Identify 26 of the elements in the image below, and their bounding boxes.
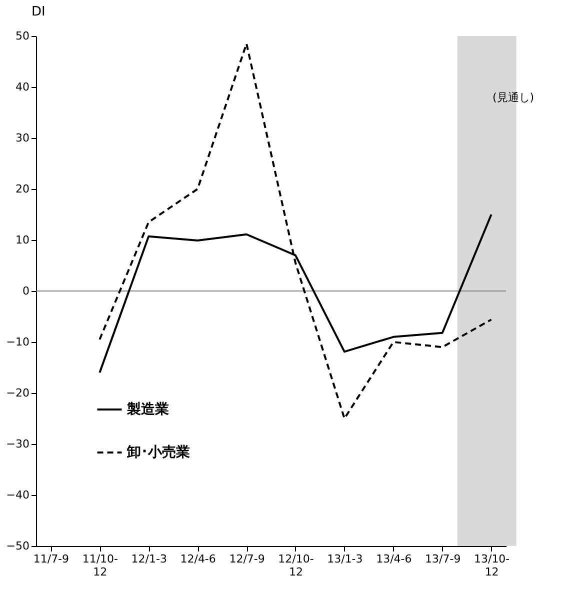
legend-label: 卸･小売業 xyxy=(126,444,190,460)
legend-label: 製造業 xyxy=(126,402,169,418)
x-tick-label: 13/1-3 xyxy=(327,552,363,566)
y-axis-title: DI xyxy=(32,4,46,20)
x-tick-label: 12/1-3 xyxy=(131,552,167,566)
x-tick-label: 12/4-6 xyxy=(180,552,216,566)
y-tick-label: −10 xyxy=(6,336,30,348)
band-label: (見通し) xyxy=(492,91,534,104)
y-tick-label: −30 xyxy=(6,438,30,450)
y-tick-label: 30 xyxy=(16,132,30,144)
x-tick-label: 12/10- 12 xyxy=(278,552,314,578)
line-series xyxy=(98,42,492,420)
x-tick-label: 13/7-9 xyxy=(425,552,461,566)
x-tick-label: 11/10- 12 xyxy=(82,552,118,578)
y-tick-label: −50 xyxy=(6,540,30,552)
y-tick-label: 40 xyxy=(16,80,30,94)
y-tick-label: 0 xyxy=(22,284,30,298)
y-tick-label: −40 xyxy=(6,488,30,502)
x-tick-label: 13/10- 12 xyxy=(474,552,510,578)
x-tick-label: 12/7-9 xyxy=(229,552,265,566)
y-tick-label: 50 xyxy=(16,30,30,42)
x-tick-label: 13/4-6 xyxy=(376,552,412,566)
y-tick-label: −20 xyxy=(6,386,30,400)
x-tick-label: 11/7-9 xyxy=(33,552,70,566)
y-tick-label: 10 xyxy=(16,234,30,246)
y-tick-label: 20 xyxy=(16,182,30,196)
